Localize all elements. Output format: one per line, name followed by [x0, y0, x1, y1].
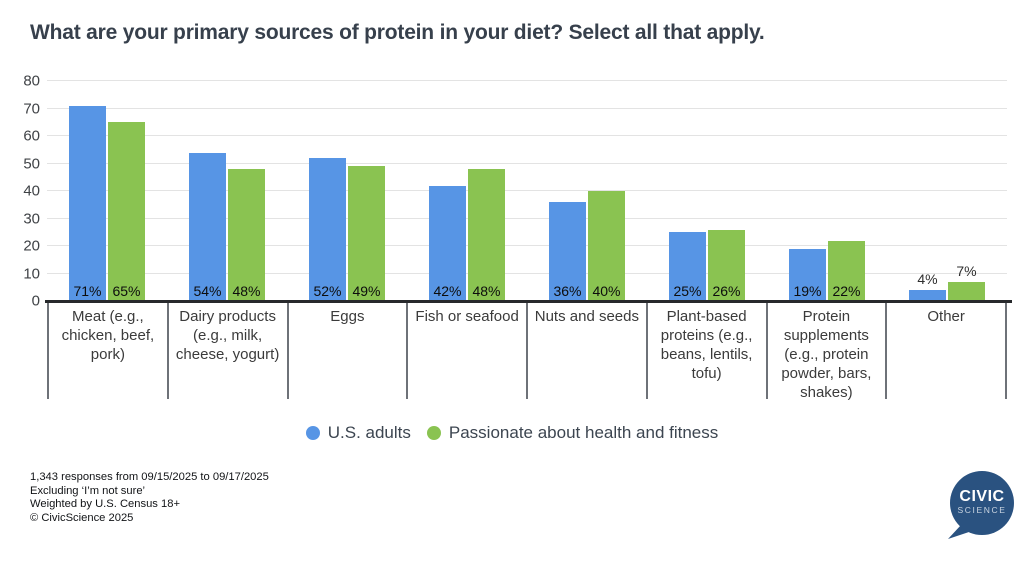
bar-group: 4% 7% [887, 81, 1007, 301]
legend-label-us-adults: U.S. adults [327, 423, 411, 442]
footnotes: 1,343 responses from 09/15/2025 to 09/17… [30, 471, 269, 525]
bar: 54% [189, 152, 226, 301]
legend-item-health-fitness: Passionate about health and fitness [426, 423, 719, 443]
gridline [47, 135, 1007, 136]
bar-group: 19% 22% [767, 81, 887, 301]
bar-group: 71% 65% [47, 81, 167, 301]
bar-value-label: 25% [673, 283, 702, 299]
y-tick-label: 30 [23, 210, 40, 227]
x-category-label: Protein supplements (e.g., protein powde… [765, 301, 886, 401]
bar-value-label: 26% [712, 283, 741, 299]
bar-value-label: 36% [553, 283, 582, 299]
legend-marker-blue-icon [305, 426, 320, 440]
bar-value-label: 65% [112, 283, 141, 299]
gridline [47, 217, 1007, 219]
bar: 40% [588, 191, 625, 301]
y-tick-label: 50 [23, 155, 40, 172]
footnote-responses: 1,343 responses from 09/15/2025 to 09/17… [30, 471, 269, 483]
bar-group: 36% 40% [527, 81, 647, 301]
legend-marker-green-icon [426, 426, 441, 440]
bar: 25% [669, 232, 706, 301]
gridline [47, 272, 1007, 274]
logo-text-civic: CIVIC [959, 488, 1004, 505]
gridline [47, 80, 1007, 81]
bar: 65% [108, 122, 145, 301]
bar-group: 54% 48% [167, 81, 287, 301]
x-category-label: Fish or seafood [406, 301, 526, 399]
bar: 48% [468, 169, 505, 301]
bar-group: 52% 49% [287, 81, 407, 301]
bar: 22% [828, 240, 865, 301]
bar: 71% [69, 105, 106, 301]
logo-bubble-icon: CIVIC SCIENCE [948, 471, 1014, 539]
civicscience-logo: CIVIC SCIENCE [945, 470, 1017, 542]
bar-value-label: 22% [832, 283, 861, 299]
bar-value-label: 54% [193, 283, 222, 299]
x-category-label: Other [885, 301, 1007, 399]
bar: 48% [228, 169, 265, 301]
x-category-label: Meat (e.g., chicken, beef, pork) [47, 301, 167, 399]
y-tick-label: 40 [23, 182, 40, 200]
bar-value-label: 71% [73, 283, 102, 299]
bar: 42% [429, 185, 466, 301]
bar: 7% [948, 263, 985, 301]
bar-value-label: 48% [232, 283, 261, 299]
gridline [47, 162, 1007, 164]
legend-label-health-fitness: Passionate about health and fitness [448, 423, 719, 442]
bar: 26% [708, 229, 745, 301]
x-category-label: Dairy products (e.g., milk, cheese, yogu… [166, 301, 287, 399]
x-axis-line [45, 300, 1012, 303]
bar-value-label: 42% [433, 283, 462, 299]
bar-group: 25% 26% [647, 81, 767, 301]
bar: 49% [348, 166, 385, 301]
y-tick-label: 70 [23, 100, 40, 117]
y-tick-label: 0 [31, 292, 40, 310]
y-tick-label: 10 [23, 265, 40, 282]
gridline [47, 190, 1007, 191]
bar: 36% [549, 202, 586, 301]
y-axis: 0 10 20 30 40 50 60 70 80 [0, 74, 40, 309]
bar: 52% [309, 158, 346, 301]
x-category-label: Eggs [286, 301, 407, 399]
bar-value-label: 52% [313, 283, 342, 299]
y-tick-label: 20 [23, 237, 40, 255]
bar: 19% [789, 248, 826, 301]
bar-value-label: 49% [352, 283, 381, 299]
gridline [47, 245, 1007, 246]
footnote-excluding: Excluding ‘I’m not sure’ [30, 484, 146, 497]
footnote-copyright: © CivicScience 2025 [30, 511, 134, 524]
chart-title: What are your primary sources of protein… [30, 21, 765, 44]
legend-item-us-adults: U.S. adults [305, 423, 411, 443]
bar-group: 42% 48% [407, 81, 527, 301]
bar-value-label: 4% [917, 271, 938, 287]
bar-value-label: 19% [793, 283, 822, 299]
legend: U.S. adults Passionate about health and … [0, 423, 1024, 443]
y-tick-label: 80 [23, 72, 40, 90]
plot-area: 71% 65% 54% 48% 52% 49% 42% 48% 36% 40% 25% 26% 19% 2… [47, 80, 1007, 301]
bar-value-label: 48% [472, 283, 501, 299]
bar-value-label: 7% [956, 262, 977, 279]
x-category-label: Plant-based proteins (e.g., beans, lenti… [645, 301, 766, 399]
y-tick-label: 60 [23, 127, 40, 145]
bar: 4% [909, 271, 946, 301]
logo-text-science: SCIENCE [958, 505, 1007, 515]
footnote-weighted: Weighted by U.S. Census 18+ [30, 498, 180, 511]
x-axis-labels: Meat (e.g., chicken, beef, pork) Dairy pr… [47, 301, 1007, 401]
bar-value-label: 40% [592, 283, 621, 299]
gridline [47, 107, 1007, 109]
x-category-label: Nuts and seeds [526, 301, 646, 399]
